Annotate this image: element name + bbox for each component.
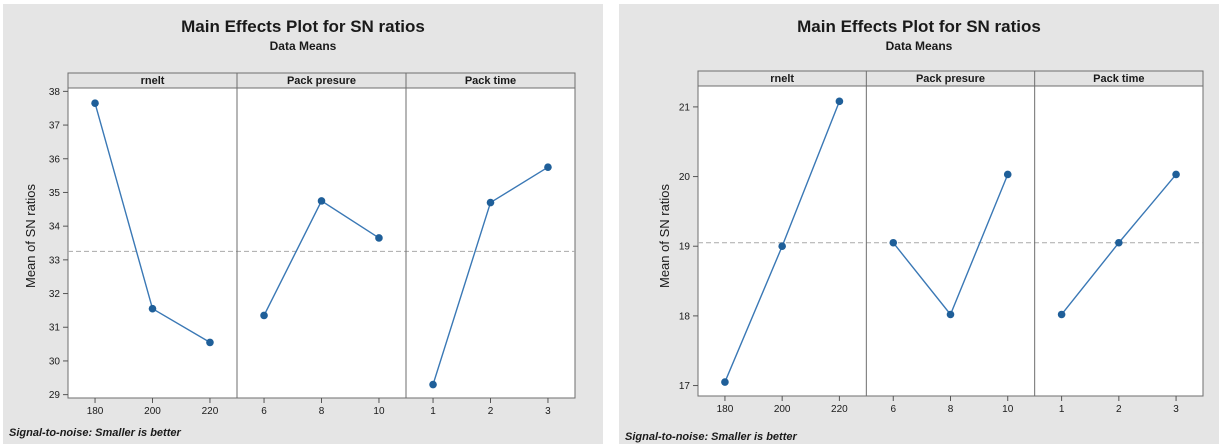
chart-subtitle: Data Means (886, 39, 953, 53)
data-point (835, 97, 844, 106)
chart-panel-b: Main Effects Plot for SN ratios Data Mea… (619, 4, 1219, 444)
y-tick-label: 33 (49, 255, 61, 266)
data-point (486, 198, 495, 207)
y-axis-label: Mean of SN ratios (657, 183, 672, 288)
x-tick-label: 8 (319, 406, 325, 417)
y-tick-label: 37 (49, 121, 61, 132)
x-tick-label: 180 (717, 404, 734, 415)
x-tick-label: 220 (831, 404, 848, 415)
data-point (429, 380, 437, 389)
data-point (148, 304, 157, 313)
y-tick-label: 30 (49, 356, 61, 367)
facet-label: Pack time (465, 75, 516, 87)
chart-title: Main Effects Plot for SN ratios (181, 17, 425, 36)
x-tick-label: 3 (545, 406, 551, 417)
facet-header-strip (697, 70, 1204, 87)
chart-footer: Signal-to-noise: Smaller is better (9, 427, 181, 439)
data-point (91, 99, 99, 107)
y-tick-label: 19 (679, 242, 691, 253)
x-tick-label: 8 (948, 404, 954, 415)
data-point (946, 310, 955, 319)
y-tick-label: 20 (679, 172, 691, 183)
data-point (889, 238, 898, 247)
data-point (1172, 170, 1180, 179)
facet-label: Pack presure (287, 75, 356, 87)
x-tick-label: 2 (1116, 404, 1122, 415)
x-tick-label: 10 (1002, 404, 1014, 415)
chart-b: Main Effects Plot for SN ratios Data Mea… (625, 17, 1204, 443)
x-tick-label: 6 (261, 406, 267, 417)
y-tick-label: 36 (49, 154, 61, 165)
x-tick-label: 1 (1059, 404, 1065, 415)
facet-header-strip (67, 72, 576, 89)
plot-area (697, 70, 1204, 397)
chart-panel-a: Main Effects Plot for SN ratios Data Mea… (3, 4, 603, 444)
y-tick-label: 29 (49, 390, 61, 401)
x-tick-label: 2 (488, 406, 494, 417)
data-point (1115, 238, 1123, 247)
x-tick-label: 220 (202, 406, 219, 417)
data-point (317, 197, 326, 205)
facet-label: Pack time (1093, 73, 1144, 85)
x-tick-label: 3 (1173, 404, 1179, 415)
data-point (375, 234, 383, 242)
data-point (721, 378, 729, 386)
data-point (260, 311, 268, 320)
y-tick-label: 34 (49, 222, 61, 233)
data-point (206, 338, 214, 347)
chart-a: Main Effects Plot for SN ratios Data Mea… (9, 17, 576, 439)
facet-label: rnelt (141, 75, 165, 87)
y-tick-label: 32 (49, 289, 61, 300)
y-tick-label: 18 (679, 311, 691, 322)
plot-area (67, 72, 576, 399)
x-tick-label: 10 (373, 406, 385, 417)
y-axis-label: Mean of SN ratios (23, 183, 38, 288)
y-tick-label: 31 (49, 323, 61, 334)
data-point (1057, 310, 1066, 319)
x-tick-label: 200 (144, 406, 161, 417)
x-tick-label: 1 (430, 406, 436, 417)
data-point (778, 242, 786, 251)
data-point (544, 163, 552, 171)
chart-subtitle: Data Means (270, 39, 337, 53)
facet-label: Pack presure (916, 73, 985, 85)
y-tick-label: 38 (49, 87, 61, 98)
chart-title: Main Effects Plot for SN ratios (797, 17, 1041, 36)
facet-label: rnelt (770, 73, 794, 85)
x-tick-label: 180 (87, 406, 104, 417)
y-tick-label: 35 (49, 188, 61, 199)
y-tick-label: 17 (679, 381, 691, 392)
x-tick-label: 6 (890, 404, 896, 415)
chart-footer: Signal-to-noise: Smaller is better (625, 431, 797, 443)
x-tick-label: 200 (774, 404, 791, 415)
y-tick-label: 21 (679, 102, 691, 113)
data-point (1003, 170, 1012, 179)
